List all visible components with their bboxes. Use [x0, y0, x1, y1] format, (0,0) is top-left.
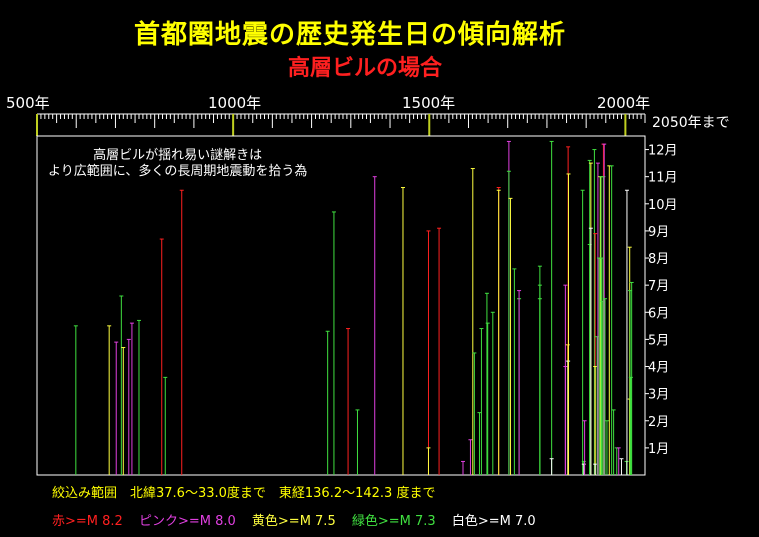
page-subtitle: 高層ビルの場合: [287, 56, 442, 81]
month-label-11: 11月: [648, 171, 678, 186]
month-label-6: 6月: [648, 306, 669, 321]
note-line-1: 高層ビルが揺れ易い謎解きは: [93, 148, 263, 163]
century-marker: [624, 114, 627, 136]
century-marker: [36, 114, 38, 136]
page-title: 首都圏地震の歴史発生日の傾向解析: [133, 20, 566, 50]
year-ruler: [36, 113, 646, 136]
legend-pink: ピンク>=M 8.0: [138, 514, 236, 529]
century-marker: [428, 114, 431, 136]
month-label-10: 10月: [648, 198, 678, 213]
annotation-note: 高層ビルが揺れ易い謎解きは より広範囲に、多くの長周期地震動を拾う為: [48, 148, 307, 180]
x-tick-label-2000: 2000年: [597, 94, 651, 112]
month-label-1: 1月: [648, 442, 669, 457]
event-bars: [73, 140, 634, 475]
note-line-2: より広範囲に、多くの長周期地震動を拾う為: [48, 164, 308, 179]
x-end-label: 2050年まで: [652, 115, 730, 131]
month-label-8: 8月: [648, 252, 669, 267]
legend-yellow: 黄色>=M 7.5: [251, 514, 336, 529]
month-labels: 1月 2月 3月 4月 5月 6月 7月 8月 9月 10月 11月 12月: [645, 144, 678, 457]
month-label-7: 7月: [648, 279, 669, 294]
legend-green: 緑色>=M 7.3: [351, 514, 436, 529]
century-marker: [232, 114, 235, 136]
month-label-2: 2月: [648, 415, 669, 430]
month-label-4: 4月: [648, 361, 669, 376]
month-label-9: 9月: [648, 225, 669, 240]
month-label-5: 5月: [648, 333, 669, 348]
legend-red: 赤>=M 8.2: [52, 514, 123, 529]
x-tick-label-500: 500年: [6, 94, 50, 112]
filter-range-text: 絞込み範囲 北緯37.6～33.0度まで 東経136.2～142.3 度まで: [52, 486, 436, 501]
legend: 赤>=M 8.2 ピンク>=M 8.0 黄色>=M 7.5 緑色>=M 7.3 …: [52, 510, 548, 529]
x-tick-label-1500: 1500年: [402, 94, 456, 112]
legend-white: 白色>=M 7.0: [451, 514, 536, 529]
month-label-3: 3月: [648, 388, 669, 403]
month-label-12: 12月: [648, 144, 678, 159]
x-tick-label-1000: 1000年: [208, 94, 262, 112]
plot-frame: [36, 135, 646, 476]
